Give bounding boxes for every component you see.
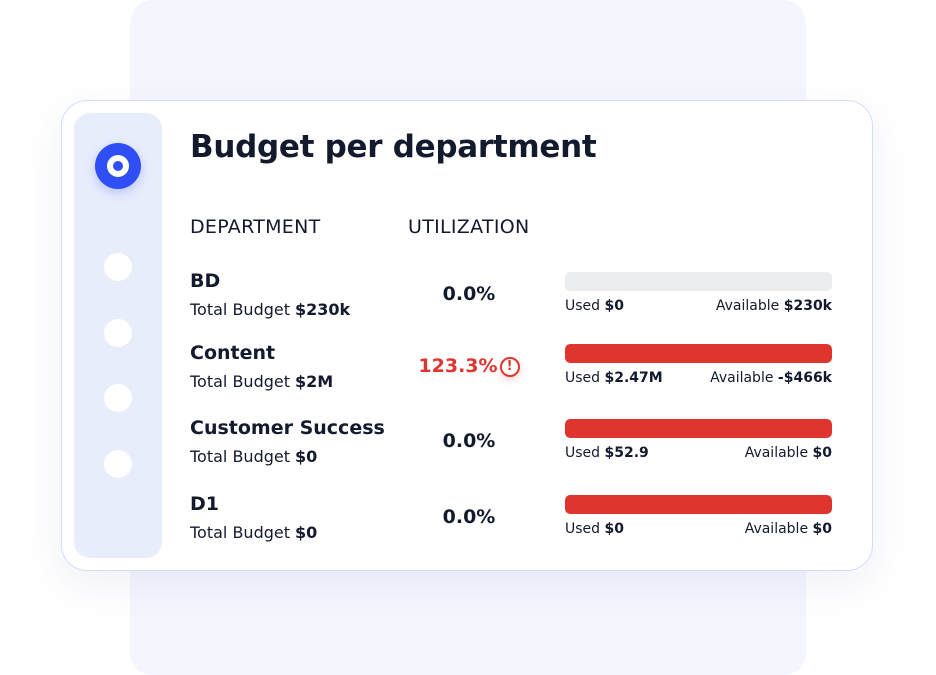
utilization-value: 0.0%	[400, 506, 538, 528]
used-label: Used	[565, 521, 601, 537]
sidebar-nav-item-2[interactable]	[104, 319, 132, 347]
department-total-budget: Total Budget $230k	[190, 300, 350, 319]
available-label: Available	[744, 445, 809, 461]
department-total-budget: Total Budget $0	[190, 447, 317, 466]
available-value: $230k	[783, 298, 832, 314]
used-label: Used	[565, 445, 601, 461]
department-name: D1	[190, 493, 219, 515]
budget-card: Budget per department DEPARTMENT UTILIZA…	[61, 100, 873, 571]
total-budget-value: $0	[295, 523, 318, 542]
column-header-utilization: UTILIZATION	[408, 216, 530, 238]
department-total-budget: Total Budget $0	[190, 523, 317, 542]
utilization-value: 0.0%	[400, 283, 538, 305]
available-amount: Available $0	[745, 521, 832, 537]
used-amount: Used $2.47M	[565, 370, 663, 386]
available-amount: Available -$466k	[710, 370, 832, 386]
budget-bar-track	[565, 344, 832, 363]
budget-bar-track	[565, 419, 832, 438]
available-amount: Available $0	[745, 445, 832, 461]
used-amount: Used $0	[565, 521, 624, 537]
available-value: $0	[812, 445, 832, 461]
budget-bar-fill	[565, 495, 832, 514]
page-title: Budget per department	[190, 129, 597, 165]
total-budget-label: Total Budget	[190, 300, 290, 319]
department-row-content: Content Total Budget $2M 123.3%! Used $2.…	[62, 342, 872, 402]
budget-bar-fill	[565, 344, 832, 363]
utilization-value: 123.3%!	[400, 355, 538, 377]
department-total-budget: Total Budget $2M	[190, 372, 333, 391]
total-budget-label: Total Budget	[190, 372, 290, 391]
utilization-percent: 123.3%	[418, 355, 498, 377]
department-row-d1: D1 Total Budget $0 0.0% Used $0 Available…	[62, 493, 872, 553]
available-value: -$466k	[777, 370, 832, 386]
budget-bar-fill	[565, 419, 832, 438]
total-budget-value: $0	[295, 447, 318, 466]
sidebar-nav-item-4[interactable]	[104, 450, 132, 478]
sidebar-nav-item-3[interactable]	[104, 384, 132, 412]
used-label: Used	[565, 298, 601, 314]
total-budget-value: $230k	[295, 300, 351, 319]
department-row-bd: BD Total Budget $230k 0.0% Used $0 Availa…	[62, 270, 872, 330]
available-label: Available	[744, 521, 809, 537]
department-name: BD	[190, 270, 221, 292]
total-budget-value: $2M	[295, 372, 334, 391]
used-value: $52.9	[604, 445, 649, 461]
used-label: Used	[565, 370, 601, 386]
used-value: $0	[604, 298, 624, 314]
exclamation-circle-icon[interactable]: !	[499, 357, 520, 377]
department-row-customer-success: Customer Success Total Budget $0 0.0% Use…	[62, 417, 872, 477]
total-budget-label: Total Budget	[190, 523, 290, 542]
app-logo-icon[interactable]	[95, 143, 141, 189]
utilization-percent: 0.0%	[442, 506, 496, 528]
utilization-percent: 0.0%	[442, 283, 496, 305]
available-value: $0	[812, 521, 832, 537]
sidebar	[74, 113, 162, 558]
used-amount: Used $52.9	[565, 445, 649, 461]
available-label: Available	[710, 370, 774, 386]
sidebar-nav-item-1[interactable]	[104, 253, 132, 281]
utilization-value: 0.0%	[400, 430, 538, 452]
available-label: Available	[715, 298, 780, 314]
budget-bar-track	[565, 272, 832, 291]
available-amount: Available $230k	[716, 298, 832, 314]
department-name: Content	[190, 342, 276, 364]
used-amount: Used $0	[565, 298, 624, 314]
used-value: $0	[604, 521, 624, 537]
column-header-department: DEPARTMENT	[190, 216, 321, 238]
total-budget-label: Total Budget	[190, 447, 290, 466]
utilization-percent: 0.0%	[442, 430, 496, 452]
department-name: Customer Success	[190, 417, 385, 439]
budget-bar-track	[565, 495, 832, 514]
used-value: $2.47M	[604, 370, 663, 386]
